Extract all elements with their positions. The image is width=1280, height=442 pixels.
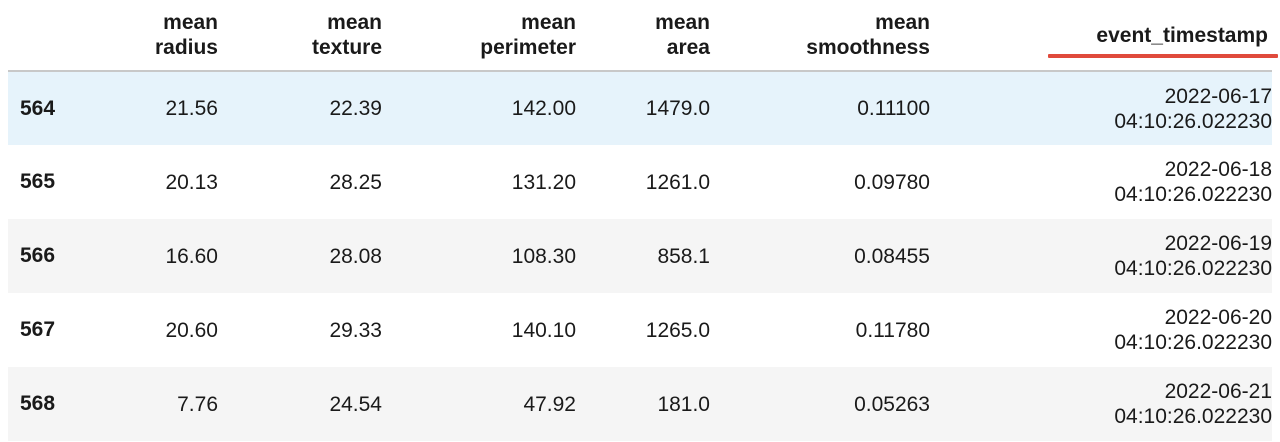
column-header-mean-perimeter: mean perimeter <box>382 0 576 72</box>
cell-mean-area: 858.1 <box>657 244 710 268</box>
table-row: 564 21.56 22.39 142.00 1479.0 0.11100 20… <box>8 71 1272 145</box>
cell-mean-texture: 28.08 <box>329 244 382 268</box>
timestamp-date: 2022-06-17 <box>1164 84 1272 108</box>
table-body: 564 21.56 22.39 142.00 1479.0 0.11100 20… <box>8 71 1272 441</box>
cell-mean-area: 1261.0 <box>645 170 710 194</box>
header-line: mean <box>327 11 382 34</box>
cell-mean-perimeter: 131.20 <box>511 170 576 194</box>
header-line: mean <box>163 11 218 34</box>
annotation-underline <box>1048 54 1278 58</box>
timestamp-date: 2022-06-20 <box>1164 306 1272 329</box>
row-index: 568 <box>20 392 56 415</box>
timestamp-date: 2022-06-21 <box>1164 380 1272 403</box>
cell-mean-radius: 16.60 <box>165 244 218 268</box>
cell-mean-texture: 24.54 <box>329 392 382 416</box>
cell-mean-perimeter: 47.92 <box>523 392 576 416</box>
cell-mean-smoothness: 0.09780 <box>854 170 930 194</box>
cell-event-timestamp: 2022-06-20 04:10:26.022230 <box>930 293 1272 367</box>
cell-event-timestamp: 2022-06-19 04:10:26.022230 <box>930 219 1272 293</box>
cell-event-timestamp: 2022-06-21 04:10:26.022230 <box>930 367 1272 441</box>
cell-mean-texture: 22.39 <box>329 97 382 120</box>
cell-mean-texture: 29.33 <box>329 318 382 342</box>
column-header-mean-texture: mean texture <box>218 0 382 72</box>
index-header <box>8 0 108 72</box>
cell-mean-perimeter: 108.30 <box>511 244 576 268</box>
cell-mean-area: 1265.0 <box>645 318 710 342</box>
header-line: mean <box>521 11 576 34</box>
header-line: mean <box>655 11 710 34</box>
header-line: mean <box>875 11 930 34</box>
row-index: 565 <box>20 170 56 193</box>
table-header: mean radius mean texture mean perimeter … <box>8 0 1278 72</box>
header-line: radius <box>154 36 218 59</box>
table-row: 568 7.76 24.54 47.92 181.0 0.05263 2022-… <box>8 367 1272 441</box>
cell-mean-smoothness: 0.11780 <box>855 318 930 342</box>
cell-mean-radius: 20.13 <box>165 170 218 194</box>
timestamp-date: 2022-06-18 <box>1164 158 1272 181</box>
header-line: texture <box>311 36 382 59</box>
cell-mean-radius: 20.60 <box>165 318 218 342</box>
column-header-mean-area: mean area <box>576 0 710 72</box>
row-index: 564 <box>20 96 56 120</box>
cell-mean-perimeter: 140.10 <box>511 318 576 342</box>
column-header-event-timestamp: event_timestamp <box>930 0 1278 72</box>
header-row: mean radius mean texture mean perimeter … <box>8 0 1278 72</box>
cell-mean-smoothness: 0.05263 <box>854 392 930 416</box>
row-index: 567 <box>20 318 56 341</box>
cell-mean-area: 181.0 <box>657 392 710 416</box>
cell-mean-area: 1479.0 <box>645 97 710 120</box>
table-row: 566 16.60 28.08 108.30 858.1 0.08455 202… <box>8 219 1272 293</box>
cell-event-timestamp: 2022-06-17 04:10:26.022230 <box>930 71 1272 145</box>
table-row: 565 20.13 28.25 131.20 1261.0 0.09780 20… <box>8 145 1272 219</box>
header-line: event_timestamp <box>1096 23 1268 47</box>
cell-mean-texture: 28.25 <box>329 170 382 194</box>
column-header-mean-smoothness: mean smoothness <box>710 0 930 72</box>
cell-mean-smoothness: 0.08455 <box>854 244 930 268</box>
header-line: smoothness <box>806 36 930 59</box>
column-header-mean-radius: mean radius <box>108 0 218 72</box>
timestamp-time: 04:10:26.022230 <box>1114 109 1272 133</box>
header-line: perimeter <box>480 36 576 59</box>
cell-mean-smoothness: 0.11100 <box>857 97 930 120</box>
timestamp-time: 04:10:26.022230 <box>1114 257 1272 280</box>
timestamp-date: 2022-06-19 <box>1164 232 1272 255</box>
cell-mean-radius: 7.76 <box>177 392 218 416</box>
timestamp-time: 04:10:26.022230 <box>1114 331 1272 354</box>
timestamp-time: 04:10:26.022230 <box>1114 405 1272 428</box>
timestamp-time: 04:10:26.022230 <box>1114 183 1272 206</box>
cell-event-timestamp: 2022-06-18 04:10:26.022230 <box>930 145 1272 219</box>
cell-mean-perimeter: 142.00 <box>511 97 576 120</box>
cell-mean-radius: 21.56 <box>165 97 218 120</box>
row-index: 566 <box>20 244 56 267</box>
dataframe-table: mean radius mean texture mean perimeter … <box>8 0 1278 441</box>
table-row: 567 20.60 29.33 140.10 1265.0 0.11780 20… <box>8 293 1272 367</box>
header-line: area <box>666 36 710 59</box>
